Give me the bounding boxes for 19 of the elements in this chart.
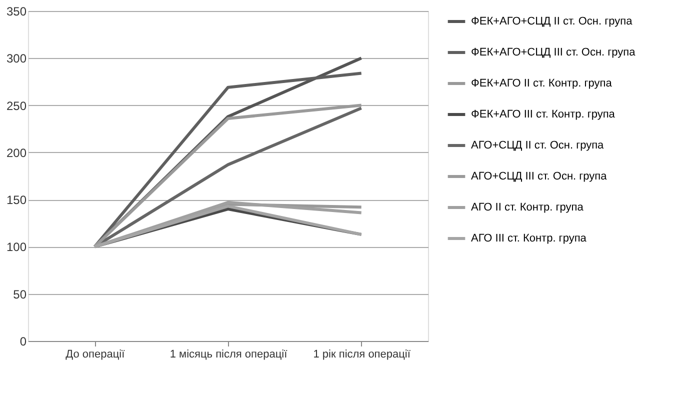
legend-label: АГО+СЦД ІІІ ст. Осн. група <box>471 170 608 182</box>
legend-label: ФЕК+АГО ІІІ ст. Контр. група <box>471 108 616 120</box>
x-tick-label: 1 рік після операції <box>313 348 410 360</box>
x-tick-label: До операції <box>66 348 125 360</box>
legend-label: ФЕК+АГО+СЦД ІІ ст. Осн. група <box>471 16 634 28</box>
y-tick-label: 150 <box>6 193 27 208</box>
legend-label: ФЕК+АГО+СЦД ІІІ ст. Осн. група <box>471 46 636 58</box>
y-tick-label: 0 <box>20 334 27 348</box>
y-tick-label: 50 <box>13 287 27 302</box>
y-tick-label: 100 <box>6 240 27 254</box>
y-tick-label: 200 <box>6 146 27 160</box>
legend-label: АГО ІІІ ст. Контр. група <box>471 232 588 244</box>
y-tick-label: 300 <box>6 52 27 66</box>
x-tick-label: 1 місяць після операції <box>170 348 288 360</box>
legend-label: ФЕК+АГО ІІ ст. Контр. група <box>471 78 613 90</box>
legend-label: АГО+СЦД ІІ ст. Осн. група <box>471 140 605 152</box>
y-tick-label: 250 <box>6 98 27 113</box>
legend-label: АГО ІІ ст. Контр. група <box>471 202 584 214</box>
y-tick-label: 350 <box>6 4 27 18</box>
